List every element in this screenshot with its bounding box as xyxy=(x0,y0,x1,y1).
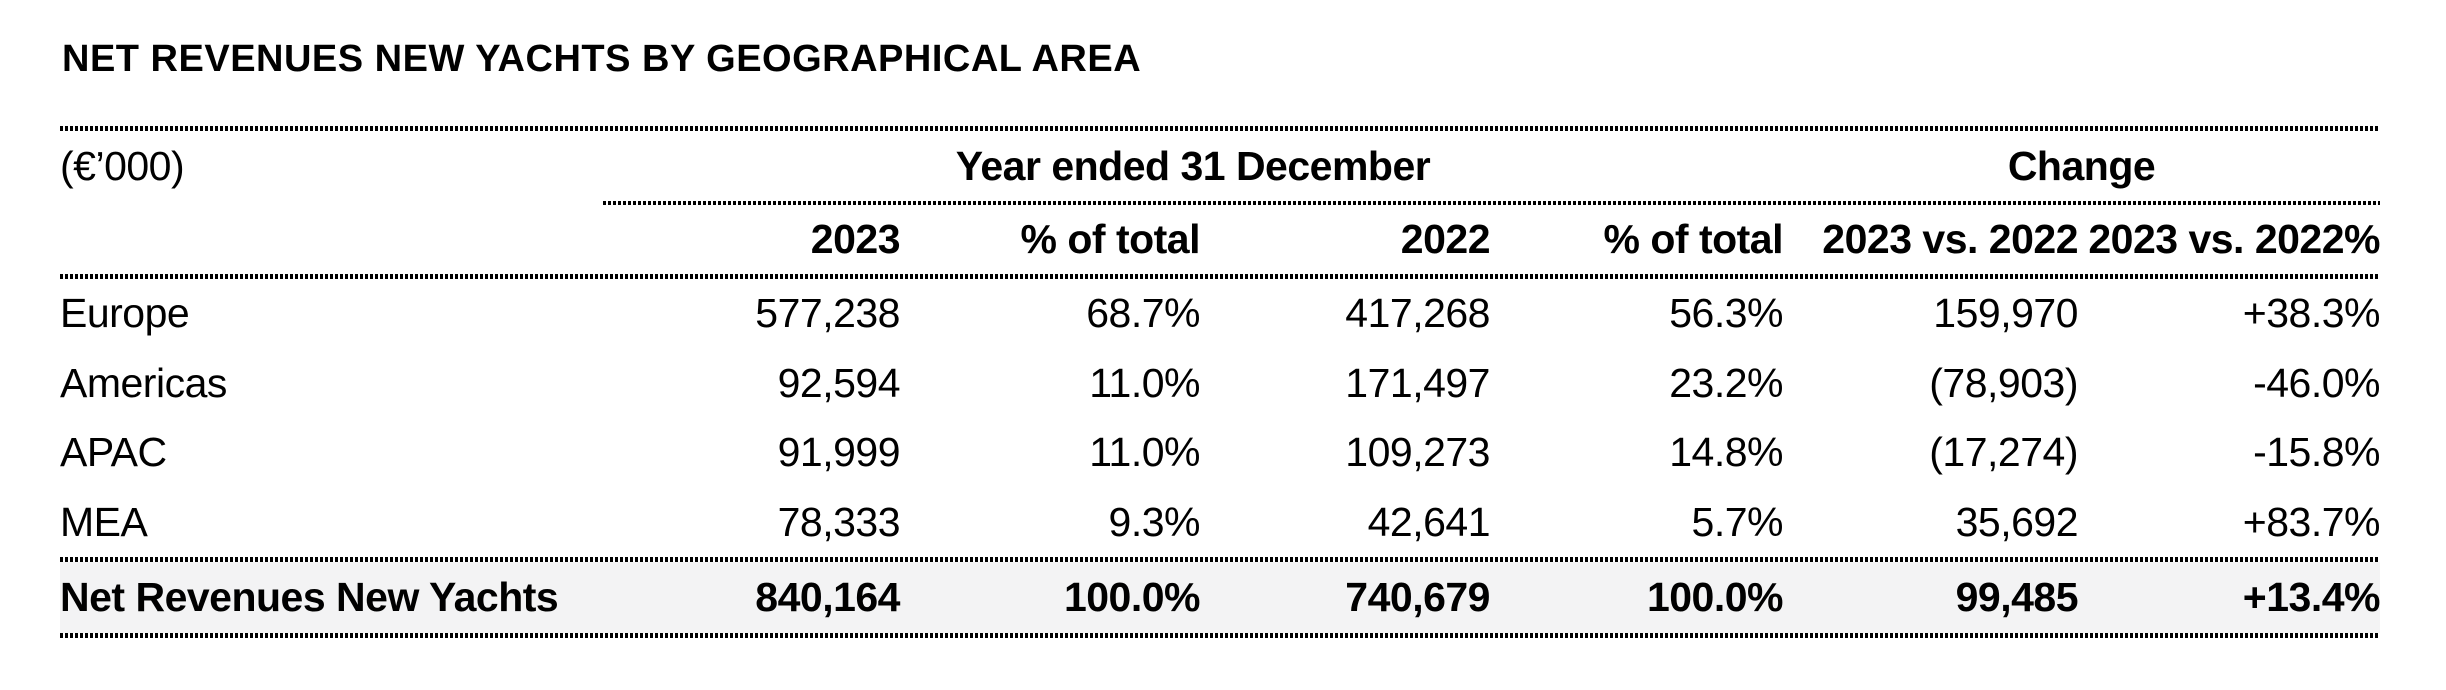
row-label: APAC xyxy=(60,429,167,476)
cell-value: 577,238 xyxy=(755,290,900,337)
cell-value: 68.7% xyxy=(1086,290,1200,337)
cell-value: 11.0% xyxy=(1089,429,1200,476)
cell-value: 11.0% xyxy=(1089,359,1200,406)
column-header-row: 2023 % of total 2022 % of total 2023 vs.… xyxy=(60,205,2381,274)
cell-value: 35,692 xyxy=(1955,498,2079,545)
total-cell-value: 100.0% xyxy=(1063,574,1201,620)
cell-value: 23.2% xyxy=(1669,359,1783,406)
column-header-change-pct: 2023 vs. 2022% xyxy=(2088,216,2380,262)
cell-value: +83.7% xyxy=(2242,498,2381,545)
cell-value: 171,497 xyxy=(1345,359,1490,406)
column-header-pct-total-2023: % of total xyxy=(1020,216,1201,262)
cell-value: 92,594 xyxy=(777,359,901,406)
total-row-label: Net Revenues New Yachts xyxy=(60,574,559,620)
cell-value: 91,999 xyxy=(777,429,901,476)
total-cell-value: 100.0% xyxy=(1646,574,1784,620)
column-header-pct-total-2022: % of total xyxy=(1603,216,1784,262)
cell-value: -15.8% xyxy=(2253,429,2380,476)
cell-value: 42,641 xyxy=(1367,498,1491,545)
cell-value: -46.0% xyxy=(2253,359,2380,406)
cell-value: (17,274) xyxy=(1929,429,2078,476)
dotted-divider-bottom xyxy=(60,633,2380,638)
group-header-year-ended: Year ended 31 December xyxy=(955,142,1431,189)
cell-value: 109,273 xyxy=(1345,429,1490,476)
total-cell-value: 99,485 xyxy=(1955,574,2079,620)
dotted-divider-top xyxy=(60,126,2380,131)
total-row: Net Revenues New Yachts 840,164 100.0% 7… xyxy=(60,562,2381,633)
table-row-apac: APAC 91,999 11.0% 109,273 14.8% (17,274)… xyxy=(60,418,2381,488)
group-header-change: Change xyxy=(2007,142,2156,189)
revenues-table: (€’000) Year ended 31 December Change 20… xyxy=(60,126,2381,638)
cell-value: 159,970 xyxy=(1933,290,2078,337)
cell-value: 5.7% xyxy=(1691,498,1784,545)
dotted-divider-header xyxy=(60,274,2380,279)
cell-value: +38.3% xyxy=(2242,290,2381,337)
unit-label: (€’000) xyxy=(60,142,185,189)
cell-value: 14.8% xyxy=(1669,429,1783,476)
total-cell-value: 740,679 xyxy=(1345,574,1490,620)
dotted-divider-group xyxy=(603,201,2380,205)
table-row-americas: Americas 92,594 11.0% 171,497 23.2% (78,… xyxy=(60,349,2381,419)
total-cell-value: 840,164 xyxy=(755,574,900,620)
column-header-change-abs: 2023 vs. 2022 xyxy=(1822,216,2078,262)
row-label: Americas xyxy=(60,359,227,406)
row-label: Europe xyxy=(60,290,190,337)
table-row-europe: Europe 577,238 68.7% 417,268 56.3% 159,9… xyxy=(60,279,2381,349)
group-header-row: (€’000) Year ended 31 December Change xyxy=(60,131,2380,201)
cell-value: 417,268 xyxy=(1345,290,1490,337)
total-cell-value: +13.4% xyxy=(2242,574,2381,620)
cell-value: 56.3% xyxy=(1669,290,1783,337)
cell-value: (78,903) xyxy=(1929,359,2078,406)
table-row-mea: MEA 78,333 9.3% 42,641 5.7% 35,692 +83.7… xyxy=(60,488,2381,558)
row-label: MEA xyxy=(60,498,148,545)
column-header-2022: 2022 xyxy=(1400,216,1491,262)
dotted-divider-above-total xyxy=(60,557,2380,562)
column-header-2023: 2023 xyxy=(810,216,901,262)
cell-value: 9.3% xyxy=(1108,498,1201,545)
page-title: NET REVENUES NEW YACHTS BY GEOGRAPHICAL … xyxy=(62,38,1142,80)
cell-value: 78,333 xyxy=(777,498,901,545)
